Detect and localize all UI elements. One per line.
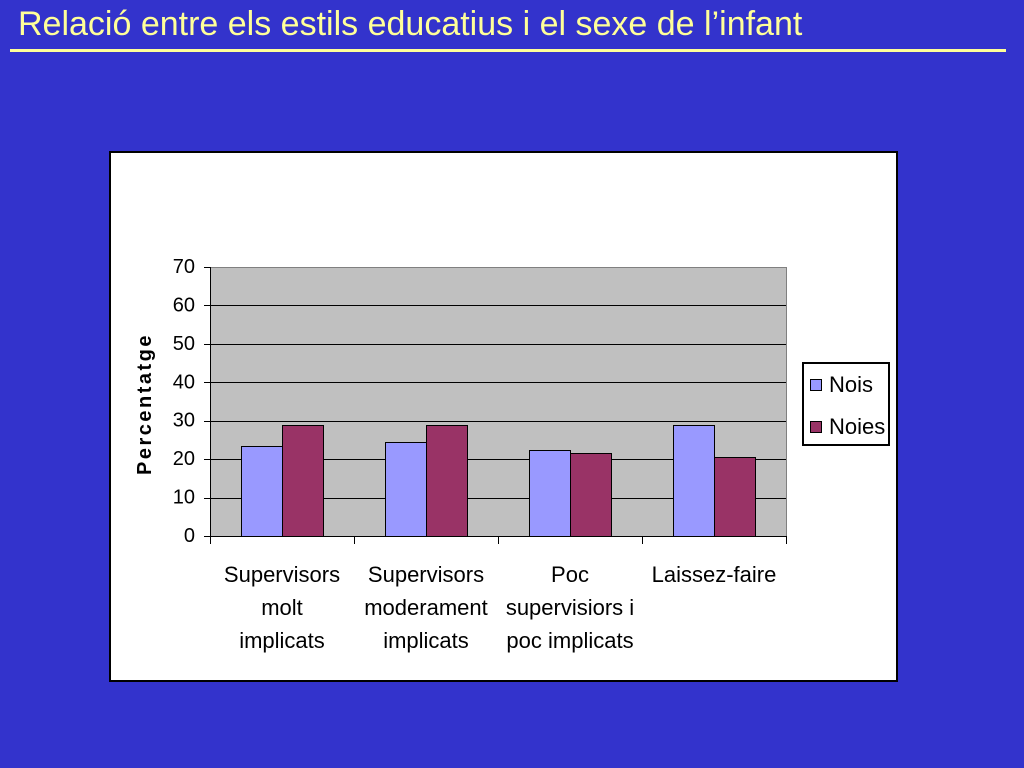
slide-title: Relació entre els estils educatius i el … — [18, 5, 803, 43]
y-axis-title: Percentatge — [134, 333, 156, 475]
bar-nois-1 — [241, 446, 283, 537]
y-tick-label: 30 — [173, 410, 195, 432]
x-tick-label: Supervisors moderament implicats — [364, 562, 488, 653]
chart-box: Percentatge 0 10 20 30 40 50 60 70 Nois Noies Su… — [109, 151, 898, 682]
bar-nois-2 — [385, 442, 427, 537]
title-underline — [10, 49, 1006, 52]
bar-nois-4 — [673, 425, 715, 537]
y-tick-label: 20 — [173, 448, 195, 470]
bar-noies-4 — [714, 457, 756, 537]
y-tick-label: 60 — [173, 294, 195, 316]
x-tick-label: Poc supervisiors i poc implicats — [505, 562, 635, 653]
bar-chart: Percentatge 0 10 20 30 40 50 60 70 — [134, 256, 787, 547]
legend-swatch — [810, 421, 822, 433]
legend-label: Nois — [829, 372, 874, 397]
bar-noies-2 — [426, 425, 468, 537]
bar-noies-1 — [282, 425, 324, 537]
y-tick-label: 70 — [173, 256, 195, 278]
legend-item: Noies — [810, 412, 885, 442]
y-tick-label: 50 — [173, 333, 195, 355]
legend-swatch — [810, 379, 822, 391]
y-tick-label: 0 — [184, 525, 195, 547]
x-tick-label: Supervisors molt implicats — [223, 562, 341, 653]
legend-item: Nois — [810, 370, 873, 400]
x-tick-label: Laissez-faire — [651, 562, 777, 587]
legend-label: Noies — [829, 414, 886, 439]
legend: Nois Noies — [802, 362, 890, 446]
y-tick-label: 40 — [173, 371, 195, 393]
y-tick-label: 10 — [173, 487, 195, 509]
bar-noies-3 — [570, 453, 612, 537]
bar-nois-3 — [529, 450, 571, 537]
